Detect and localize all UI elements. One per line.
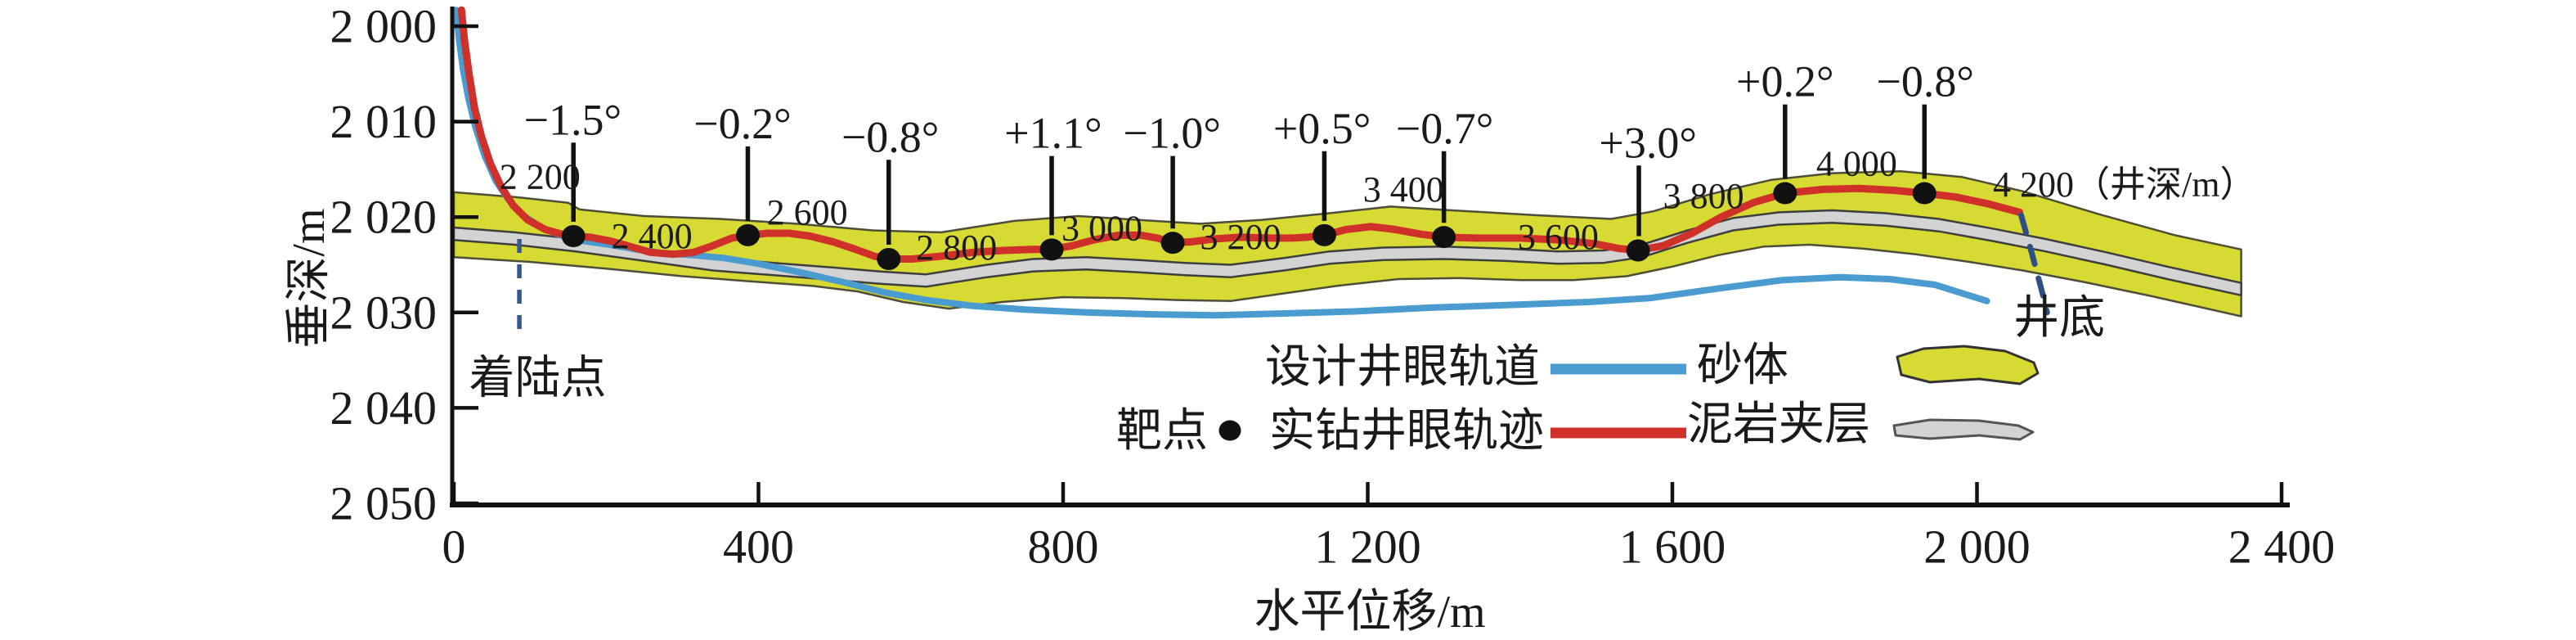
measured-depth-label: 3 800 [1663, 176, 1744, 216]
target-point-dot [1773, 182, 1797, 205]
target-point-dot [1160, 232, 1185, 255]
target-point-dot [1039, 238, 1064, 261]
legend-interlayer-label: 泥岩夹层 [1687, 399, 1870, 450]
y-axis-title: 垂深/m [284, 208, 334, 348]
well-bottom-label: 井底 [2013, 293, 2105, 344]
y-tick-label: 2 040 [330, 381, 438, 435]
x-tick-label: 2 400 [2228, 521, 2336, 574]
angle-label: −0.7° [1396, 104, 1494, 153]
landing-point-label: 着陆点 [469, 353, 606, 403]
y-tick-label: 2 050 [330, 477, 438, 530]
measured-depth-label: 3 000 [1061, 209, 1142, 249]
measured-depth-label: 3 600 [1518, 217, 1599, 257]
x-axis-title: 水平位移/m [1254, 587, 1485, 638]
measured-depth-label: 2 200 [500, 157, 581, 197]
target-point-dot [1912, 182, 1936, 205]
target-point-dot [1432, 226, 1456, 249]
angle-label: +0.2° [1736, 57, 1834, 106]
angle-label: −1.0° [1123, 109, 1221, 158]
legend-sand-label: 砂体 [1697, 340, 1788, 391]
target-point-dot [735, 223, 760, 246]
angle-label: +3.0° [1599, 118, 1697, 167]
measured-depth-label: 2 800 [916, 228, 997, 268]
target-point-dot [561, 225, 586, 248]
angle-label: +0.5° [1273, 104, 1371, 153]
angle-label: +1.1° [1004, 109, 1102, 158]
x-tick-label: 1 200 [1314, 521, 1421, 574]
angle-label: −1.5° [523, 95, 622, 144]
y-tick-label: 2 000 [330, 0, 438, 53]
x-tick-label: 2 000 [1923, 521, 2031, 574]
x-tick-label: 400 [723, 521, 794, 574]
measured-depth-label: 3 400 [1363, 169, 1444, 210]
legend-actual-label: 实钻井眼轨迹 [1269, 406, 1544, 457]
angle-label: −0.8° [841, 112, 940, 161]
angle-label: −0.2° [693, 99, 792, 148]
legend-sand-swatch [1896, 345, 2040, 385]
legend-target-label: 靶点 [1116, 406, 1208, 457]
measured-depth-label: 3 200 [1200, 217, 1281, 257]
y-tick-label: 2 020 [330, 191, 438, 244]
measured-depth-label: 4 000 [1816, 143, 1897, 183]
y-tick-label: 2 010 [330, 95, 438, 148]
measured-depth-label: 2 600 [767, 192, 848, 232]
y-tick-label: 2 030 [330, 286, 438, 339]
measured-depth-label: 2 400 [612, 216, 693, 256]
x-tick-label: 0 [442, 521, 466, 574]
target-point-dot [1626, 239, 1650, 262]
x-tick-label: 800 [1028, 521, 1099, 574]
angle-label: −0.8° [1876, 57, 1974, 106]
legend-target-dot [1218, 420, 1241, 441]
legend-design-label: 设计井眼轨道 [1265, 342, 1540, 393]
target-point-dot [877, 248, 901, 271]
x-tick-label: 1 600 [1619, 521, 1726, 574]
mud-interlayer-polygon [452, 209, 2242, 297]
well-continuation-dashed-line [2018, 212, 2050, 316]
target-point-dot [1312, 223, 1336, 246]
legend-interlayer-swatch [1892, 418, 2035, 441]
measured-depth-label: 4 200（井深/m） [1993, 165, 2255, 205]
